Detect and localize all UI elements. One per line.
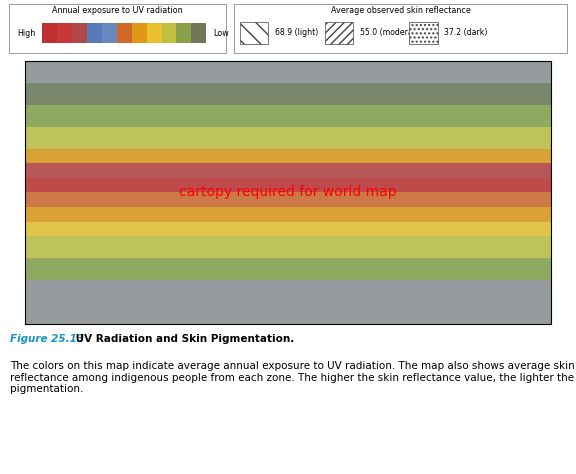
Text: The colors on this map indicate average annual exposure to UV radiation. The map: The colors on this map indicate average … [10, 361, 575, 394]
Text: Average observed skin reflectance: Average observed skin reflectance [331, 6, 471, 15]
Text: 68.9 (light): 68.9 (light) [275, 28, 319, 37]
Bar [25, 222, 551, 236]
Text: 55.0 (moderate): 55.0 (moderate) [359, 28, 423, 37]
Bar [25, 149, 551, 163]
Bar [25, 207, 551, 222]
Bar [161, 23, 176, 43]
Text: Low: Low [214, 29, 229, 38]
Bar [58, 23, 72, 43]
Text: Figure 25.13: Figure 25.13 [10, 334, 85, 344]
Bar [102, 23, 117, 43]
Bar [240, 22, 268, 45]
Bar [410, 22, 438, 45]
Bar [325, 22, 353, 45]
Bar [25, 127, 551, 149]
Bar [25, 163, 551, 178]
Text: High: High [17, 29, 35, 38]
Bar [25, 192, 551, 207]
Text: 37.2 (dark): 37.2 (dark) [444, 28, 488, 37]
Bar [25, 236, 551, 258]
Bar [25, 105, 551, 127]
Bar [147, 23, 161, 43]
Bar [117, 23, 132, 43]
FancyBboxPatch shape [9, 4, 226, 53]
Bar [25, 83, 551, 105]
Bar [176, 23, 191, 43]
Text: Annual exposure to UV radiation: Annual exposure to UV radiation [52, 6, 182, 15]
Bar [25, 178, 551, 192]
Text: UV Radiation and Skin Pigmentation.: UV Radiation and Skin Pigmentation. [73, 334, 294, 344]
Bar [191, 23, 206, 43]
Bar [87, 23, 102, 43]
Bar [25, 258, 551, 280]
FancyBboxPatch shape [234, 4, 567, 53]
Bar [132, 23, 147, 43]
Bar [72, 23, 87, 43]
Text: cartopy required for world map: cartopy required for world map [179, 185, 397, 200]
Bar [25, 280, 551, 324]
Bar [25, 61, 551, 83]
Bar [43, 23, 58, 43]
